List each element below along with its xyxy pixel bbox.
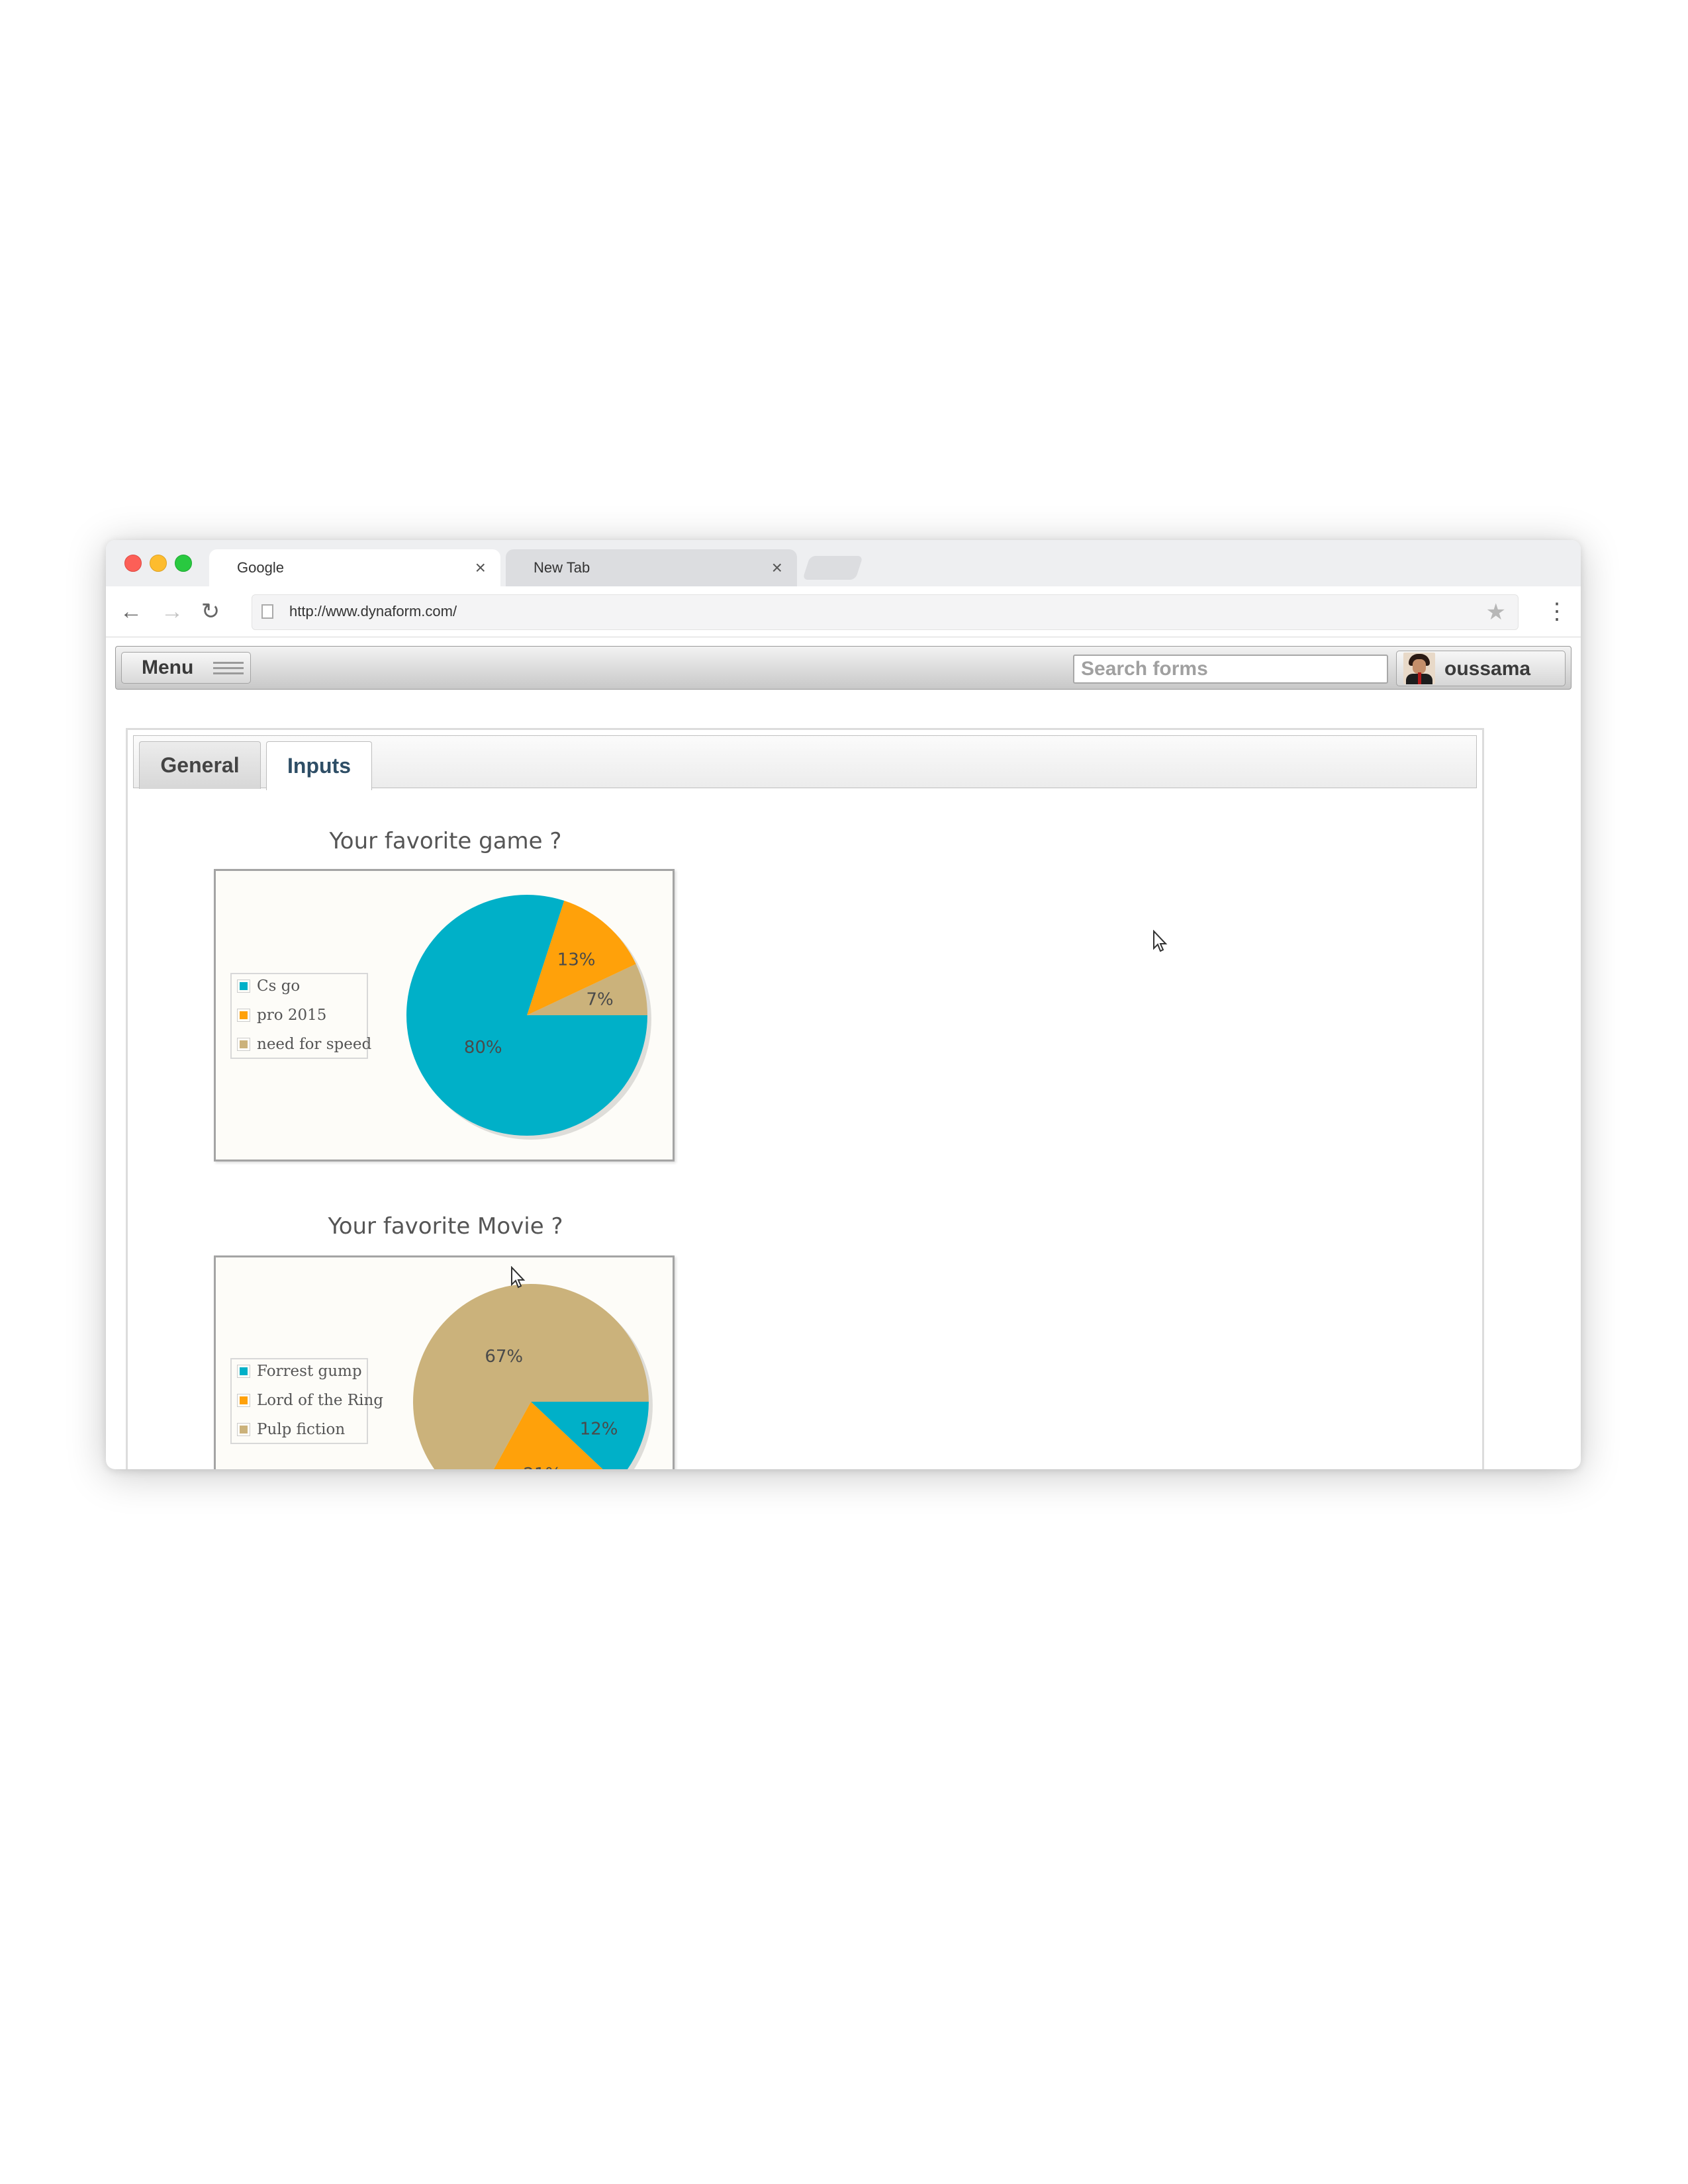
pie-data-label: 7% — [586, 989, 613, 1009]
avatar — [1403, 653, 1435, 684]
tab-general[interactable]: General — [139, 741, 261, 789]
legend-swatch-teal — [240, 982, 248, 990]
page-icon — [261, 604, 273, 619]
close-window-button[interactable] — [124, 555, 142, 572]
legend-item: need for speed — [237, 1035, 376, 1055]
chart-movie: Forrest gump Lord of the Ring Pulp ficti… — [214, 1255, 675, 1469]
menu-button-label: Menu — [142, 657, 194, 678]
legend-item: Pulp fiction — [237, 1420, 376, 1440]
legend-swatch-tan — [240, 1040, 248, 1048]
chart-game-legend: Cs go pro 2015 need for speed — [230, 973, 371, 1059]
hamburger-icon — [213, 660, 244, 676]
address-bar[interactable]: http://www.dynaform.com/ ★ — [252, 594, 1519, 630]
pie-slice-lord-of-the-ring[interactable] — [474, 1402, 617, 1469]
chart-movie-legend: Forrest gump Lord of the Ring Pulp ficti… — [230, 1358, 383, 1444]
tab-bar: General Inputs — [133, 735, 1477, 790]
close-icon[interactable]: × — [771, 557, 782, 578]
maximize-window-button[interactable] — [175, 555, 192, 572]
minimize-window-button[interactable] — [150, 555, 167, 572]
pie-chart-game: 7% 13% 80% — [406, 895, 651, 1140]
legend-swatch-teal — [240, 1367, 248, 1375]
bookmark-star-icon[interactable]: ★ — [1485, 600, 1506, 625]
menu-button[interactable]: Menu — [121, 652, 251, 684]
legend-swatch-orange — [240, 1396, 248, 1404]
legend-swatch-orange — [240, 1011, 248, 1019]
user-button[interactable]: oussama — [1396, 651, 1566, 686]
user-name: oussama — [1444, 658, 1531, 680]
back-arrow-icon[interactable]: ← — [120, 599, 142, 624]
search-forms-input[interactable] — [1073, 655, 1388, 684]
chart-game: Cs go pro 2015 need for speed 7% 13% 80% — [214, 869, 675, 1161]
pie-data-label: 80% — [464, 1038, 502, 1058]
close-icon[interactable]: × — [475, 557, 486, 578]
browser-tab-google[interactable]: Google × — [209, 549, 500, 586]
pie-data-label: 21% — [523, 1465, 561, 1469]
legend-swatch-tan — [240, 1426, 248, 1433]
legend-label: pro 2015 — [257, 1007, 327, 1024]
tab-general-label: General — [160, 753, 240, 777]
tab-inputs[interactable]: Inputs — [266, 741, 372, 790]
pie-chart-movie: 12% 21% 67% — [413, 1284, 653, 1469]
legend-item: Lord of the Ring — [237, 1391, 383, 1411]
browser-window: Google × New Tab × ← → ↻ http://www.dyna… — [106, 540, 1581, 1469]
browser-tab-label: New Tab — [534, 559, 590, 576]
mouse-cursor-icon — [511, 1266, 526, 1289]
legend-label: Lord of the Ring — [257, 1392, 384, 1409]
pie-data-label: 13% — [557, 950, 596, 970]
url-text: http://www.dynaform.com/ — [289, 603, 457, 619]
legend-label: Cs go — [257, 978, 301, 995]
browser-tab-label: Google — [237, 559, 284, 576]
mouse-cursor-icon — [1153, 930, 1168, 952]
legend-item: Forrest gump — [237, 1362, 376, 1382]
tab-inputs-label: Inputs — [287, 754, 351, 778]
browser-titlebar: Google × New Tab × — [106, 540, 1581, 586]
chart-title-game: Your favorite game ? — [329, 828, 562, 854]
chart-title-movie: Your favorite Movie ? — [328, 1213, 563, 1240]
browser-toolbar: ← → ↻ http://www.dynaform.com/ ★ ⋮ — [106, 586, 1581, 637]
browser-tab-new-tab[interactable]: New Tab × — [506, 549, 797, 586]
legend-label: need for speed — [257, 1036, 372, 1053]
pie-slice-need-for-speed[interactable] — [527, 964, 647, 1015]
pie-slice-cs-go[interactable] — [406, 895, 647, 1136]
app-header: Menu oussama — [115, 646, 1571, 690]
pie-slice-pulp-fiction[interactable] — [413, 1284, 649, 1469]
pie-data-label: 67% — [485, 1347, 523, 1367]
content-panel: General Inputs Your favorite game ? Cs g… — [126, 728, 1484, 1469]
legend-item: pro 2015 — [237, 1006, 376, 1026]
forward-arrow-icon[interactable]: → — [161, 599, 183, 624]
pie-data-label: 12% — [580, 1420, 618, 1439]
pie-slice-pro-2015[interactable] — [527, 900, 636, 1015]
legend-label: Forrest gump — [257, 1363, 362, 1380]
more-options-icon[interactable]: ⋮ — [1546, 599, 1568, 624]
reload-icon[interactable]: ↻ — [201, 599, 220, 624]
legend-item: Cs go — [237, 977, 376, 997]
new-tab-button[interactable] — [802, 556, 863, 580]
legend-label: Pulp fiction — [257, 1421, 346, 1438]
pie-slice-forrest-gump[interactable] — [531, 1402, 649, 1469]
